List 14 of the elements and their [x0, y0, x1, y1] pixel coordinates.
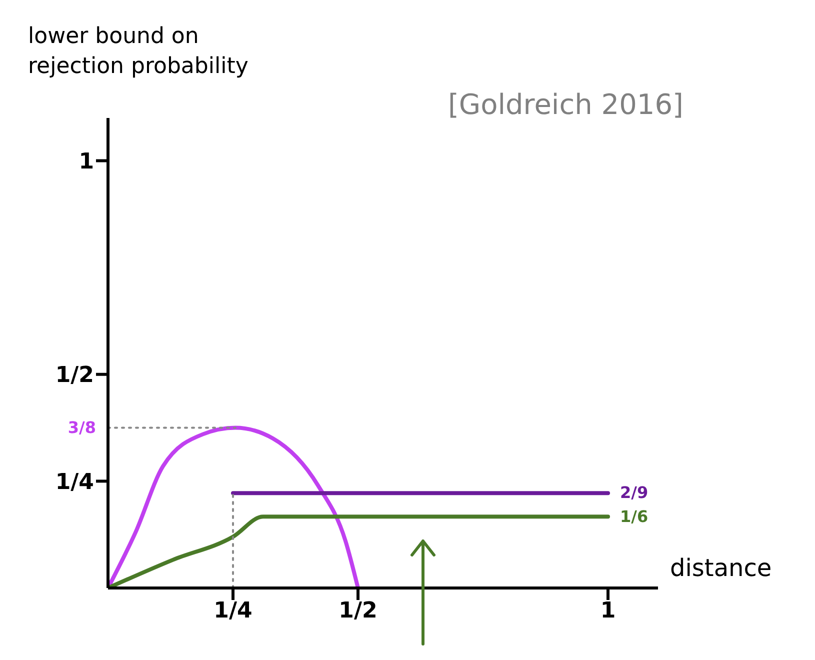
annotation: [Goldreich 2016]: [448, 88, 684, 121]
data-label: 1/6: [620, 506, 650, 527]
data-label: 3/8: [66, 418, 96, 438]
x-tick-label: 1: [600, 598, 616, 624]
x-axis-title: distance: [670, 554, 772, 582]
line-series: [108, 514, 610, 588]
line-series: [108, 426, 360, 588]
y-tick-label: 1/4: [55, 470, 94, 495]
y-tick-label: 1: [78, 150, 94, 175]
x-tick-label: 1/2: [338, 598, 378, 624]
data-label: 2/9: [620, 483, 650, 504]
y-axis-title: lower bound on rejection probability: [28, 23, 250, 81]
x-tick-label: 1/4: [214, 598, 252, 624]
y-tick-label: 1/2: [55, 363, 94, 388]
